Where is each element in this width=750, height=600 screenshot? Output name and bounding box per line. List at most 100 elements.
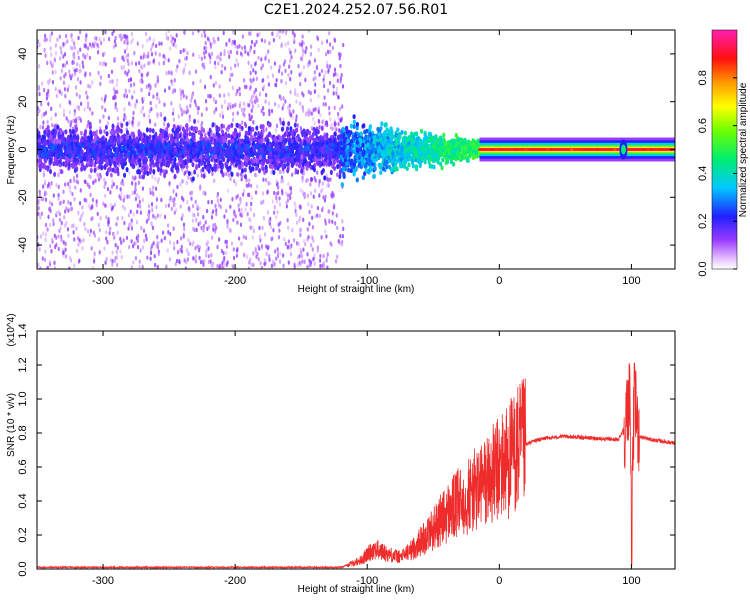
heatmap-cell [67,233,70,238]
heatmap-cell [216,194,219,199]
heatmap-cell [204,33,207,38]
heatmap-cell [250,108,253,113]
heatmap-cell [49,208,52,214]
heatmap-cell [219,51,222,57]
heatmap-cell [238,164,242,170]
heatmap-cell [46,165,50,171]
heatmap-cell [193,169,197,175]
heatmap-cell [140,87,143,93]
heatmap-cell [288,47,291,52]
heatmap-cell [119,249,122,254]
heatmap-cell [305,151,309,157]
heatmap-cell [249,98,252,104]
heatmap-cell [326,183,329,188]
heatmap-cell [175,258,179,264]
heatmap-cell [98,250,101,255]
heatmap-cell [319,263,322,269]
heatmap-cell [166,122,170,128]
heatmap-cell [136,192,139,198]
heatmap-cell [68,69,71,74]
heatmap-cell [100,96,104,102]
heatmap-cell [248,48,252,53]
heatmap-cell [254,99,257,105]
heatmap-cell [163,173,167,179]
heatmap-cell [93,259,96,264]
heatmap-cell [268,41,271,46]
heatmap-cell [146,170,150,177]
heatmap-cell [58,34,61,39]
heatmap-cell [318,193,321,198]
heatmap-cell [100,40,103,46]
heatmap-cell [206,226,209,232]
heatmap-cell [298,146,302,153]
heatmap-cell [239,172,243,177]
heatmap-cell [336,152,340,159]
heatmap-cell [159,111,162,117]
heatmap-cell [114,43,117,48]
heatmap-cell [147,216,150,222]
heatmap-cell [57,131,61,138]
heatmap-cell [116,89,119,95]
heatmap-cell [186,199,189,205]
heatmap-cell [316,129,320,135]
heatmap-cell [69,201,72,206]
heatmap-cell [240,177,243,182]
heatmap-cell [138,69,141,74]
heatmap-cell [137,180,141,186]
heatmap-cell [313,58,317,63]
heatmap-cell [78,237,81,243]
heatmap-cell [280,179,283,184]
heatmap-cell [341,233,344,239]
heatmap-cell [305,46,308,51]
heatmap-cell [268,143,272,149]
heatmap-cell [340,241,343,246]
heatmap-cell [194,258,197,264]
heatmap-cell [302,108,305,113]
heatmap-cell [73,109,76,114]
heatmap-cell [257,103,260,109]
heatmap-cell [316,35,319,40]
heatmap-cell [193,118,197,124]
heatmap-cell [102,114,105,119]
heatmap-cell [231,197,234,202]
heatmap-cell [226,188,230,193]
heatmap-cell [173,210,176,215]
heatmap-cell [109,203,112,208]
heatmap-cell [231,72,234,77]
heatmap-cell [235,122,239,128]
heatmap-cell [229,176,232,182]
heatmap-cell [68,153,72,160]
heatmap-cell [140,109,143,114]
heatmap-cell [318,72,321,77]
heatmap-cell [254,131,258,137]
heatmap-cell [185,105,189,110]
heatmap-cell [111,262,114,267]
heatmap-cell [182,48,185,53]
heatmap-cell [111,123,115,129]
heatmap-cell [40,81,44,86]
heatmap-cell [291,30,295,35]
heatmap-cell [239,222,243,227]
heatmap-cell [71,73,74,78]
heatmap-cell [144,54,148,59]
heatmap-cell [318,179,321,184]
heatmap-cell [226,220,229,225]
heatmap-cell [298,204,301,209]
heatmap-cell [115,148,119,155]
heatmap-cell [337,121,340,127]
heatmap-cell [232,247,235,252]
heatmap-cell [295,161,299,167]
heatmap-cell [86,160,90,166]
heatmap-cell [263,232,267,237]
heatmap-cell [186,108,190,114]
heatmap-cell [189,191,192,196]
heatmap-cell [332,91,335,96]
heatmap-cell [312,147,316,153]
heatmap-cell [156,213,159,218]
heatmap-cell [171,81,174,87]
heatmap-cell [273,102,277,107]
heatmap-cell [265,53,268,58]
heatmap-cell [52,193,55,198]
heatmap-cell [134,181,137,187]
